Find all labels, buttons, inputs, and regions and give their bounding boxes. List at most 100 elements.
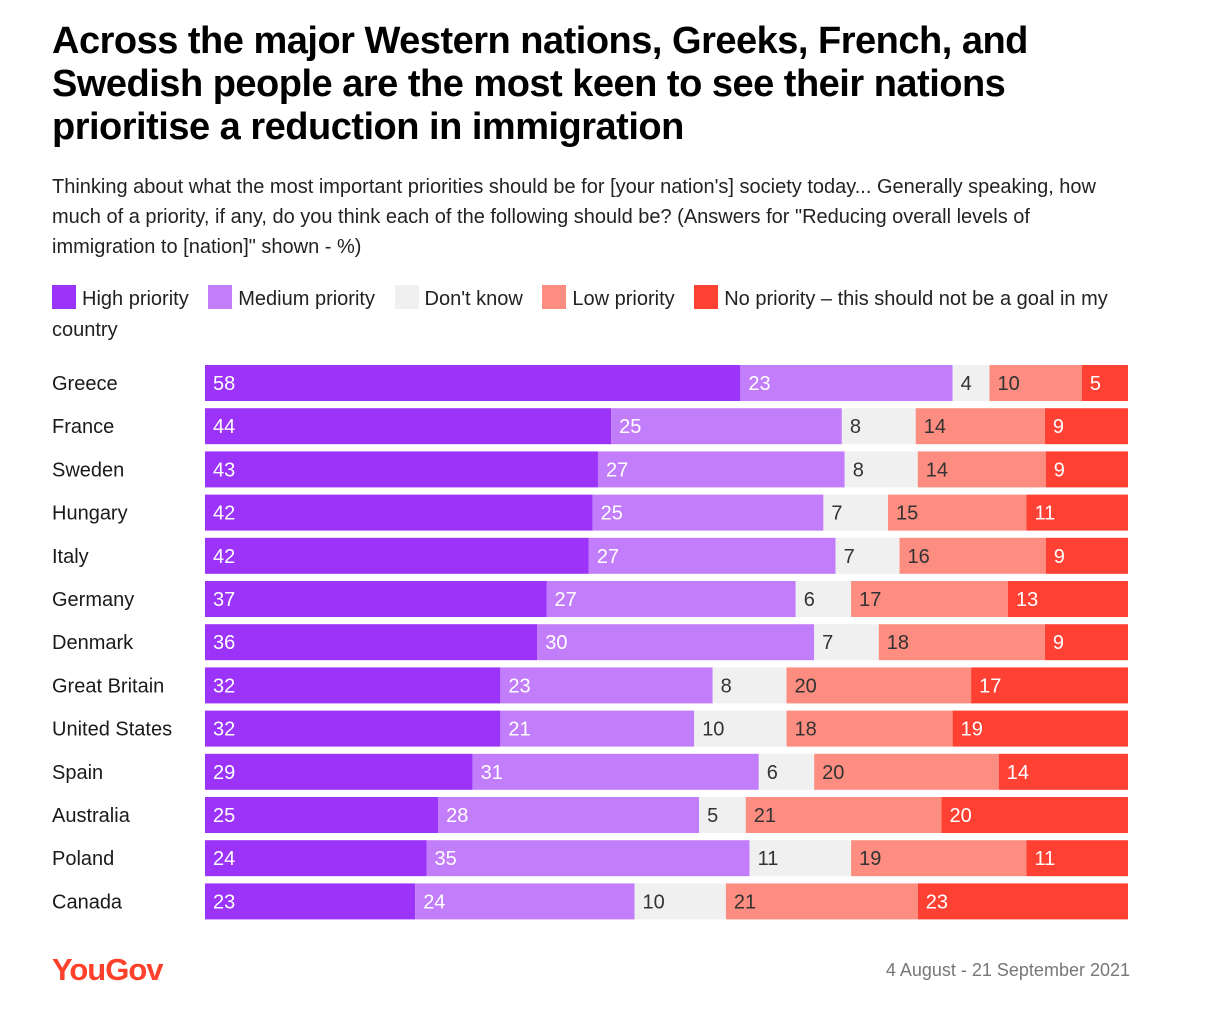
data-label-low: 14	[924, 416, 946, 438]
data-label-medium: 27	[597, 546, 619, 568]
data-label-dontknow: 4	[961, 373, 972, 395]
bar-segment-low	[888, 494, 1027, 531]
legend-swatch-dont-know	[394, 285, 419, 309]
data-label-dontknow: 7	[822, 632, 833, 654]
bar-segment-none	[1026, 494, 1128, 531]
bar-segment-dontknow	[844, 451, 918, 488]
bar-row-hungary: Hungary 42 25 7 15 11	[52, 494, 1128, 531]
data-label-medium: 23	[508, 675, 530, 697]
bar-segment-high	[205, 537, 589, 574]
bar-row-canada: Canada 23 24 10 21 23	[52, 883, 1128, 920]
data-label-medium: 30	[545, 632, 567, 654]
data-label-high: 25	[213, 805, 235, 827]
bar-row-greece: Greece 58 23 4 10 5	[52, 365, 1128, 401]
data-label-dontknow: 11	[758, 848, 779, 870]
legend-swatch-high	[52, 285, 76, 309]
bar-segment-medium	[426, 840, 750, 877]
bar-segment-none	[941, 797, 1128, 833]
yougov-logo: YouGov	[52, 952, 164, 987]
data-label-dontknow: 6	[767, 762, 778, 784]
bar-segment-high	[205, 408, 612, 445]
data-label-low: 20	[794, 675, 816, 697]
bar-segment-low	[745, 797, 942, 833]
data-label-high: 29	[213, 762, 235, 784]
data-label-low: 18	[794, 719, 816, 741]
bar-segment-none	[1008, 581, 1128, 617]
chart-title: Across the major Western nations, Greeks…	[52, 20, 1028, 148]
data-label-none: 19	[961, 719, 983, 741]
bar-segment-none	[998, 753, 1128, 790]
data-label-medium: 25	[601, 503, 623, 525]
bar-segment-dontknow	[694, 710, 787, 747]
bar-segment-high	[205, 624, 538, 661]
data-label-low: 15	[896, 503, 918, 525]
bar-segment-high	[205, 451, 598, 488]
data-label-high: 58	[213, 373, 235, 395]
data-label-low: 19	[859, 848, 881, 870]
data-label-dontknow: 8	[850, 416, 861, 438]
data-label-none: 9	[1054, 546, 1065, 568]
data-label-none: 11	[1034, 503, 1055, 525]
bar-segment-high	[205, 753, 473, 790]
data-label-low: 20	[822, 762, 844, 784]
category-label: Denmark	[52, 632, 134, 654]
bar-segment-dontknow	[749, 840, 852, 877]
bar-segment-low	[915, 408, 1045, 445]
data-label-high: 23	[213, 891, 235, 913]
data-label-low: 14	[926, 459, 948, 481]
category-label: Canada	[52, 891, 123, 913]
bar-segment-high	[205, 840, 427, 877]
bar-segment-dontknow	[712, 667, 787, 704]
data-label-low: 21	[754, 805, 776, 827]
legend-item-no-priority: No priority – this should not be a goal …	[52, 285, 1108, 341]
category-label: Italy	[52, 546, 89, 568]
category-label: United States	[52, 719, 172, 741]
bar-segment-low	[899, 537, 1046, 574]
bar-segment-none	[1045, 537, 1128, 574]
data-label-medium: 27	[555, 589, 577, 611]
data-label-none: 5	[1090, 373, 1101, 395]
category-label: Great Britain	[52, 675, 164, 697]
bar-segment-low	[851, 840, 1027, 877]
data-label-high: 42	[213, 546, 235, 568]
data-label-none: 20	[950, 805, 972, 827]
bar-segment-medium	[740, 365, 953, 401]
data-label-none: 11	[1034, 848, 1055, 870]
bar-segment-medium	[546, 581, 796, 617]
bar-segment-dontknow	[699, 797, 746, 833]
category-label: Australia	[52, 805, 131, 827]
bar-row-united-states: United States 32 21 10 18 19	[52, 710, 1128, 747]
bar-segment-none	[952, 710, 1128, 747]
bar-segment-low	[725, 883, 918, 920]
bar-row-france: France 44 25 8 14 9	[52, 408, 1128, 445]
data-label-none: 17	[979, 675, 1001, 697]
bar-segment-high	[205, 883, 416, 920]
bar-segment-low	[917, 451, 1046, 488]
fieldwork-date: 4 August - 21 September 2021	[885, 960, 1130, 980]
data-label-medium: 31	[481, 762, 503, 784]
category-label: Poland	[52, 848, 114, 870]
bar-segment-low	[989, 365, 1082, 401]
legend-label-high: High priority	[82, 288, 189, 310]
bar-segment-none	[1044, 624, 1128, 661]
bar-row-spain: Spain 29 31 6 20 14	[52, 753, 1128, 790]
bar-segment-high	[205, 797, 439, 833]
legend-item-medium-priority: Medium priority	[208, 285, 375, 310]
data-label-dontknow: 8	[721, 675, 732, 697]
data-label-medium: 28	[446, 805, 468, 827]
data-label-medium: 25	[619, 416, 641, 438]
bar-segment-dontknow	[823, 494, 889, 531]
bar-segment-low	[878, 624, 1045, 661]
category-label: Sweden	[52, 459, 124, 481]
data-label-dontknow: 5	[707, 805, 718, 827]
bar-segment-low	[786, 710, 953, 747]
bar-segment-dontknow	[835, 537, 900, 574]
bar-segment-dontknow	[795, 581, 852, 617]
data-label-low: 21	[734, 891, 756, 913]
data-label-none: 14	[1007, 762, 1029, 784]
legend-swatch-none	[694, 285, 719, 309]
bar-segment-medium	[500, 667, 713, 704]
data-label-dontknow: 7	[844, 546, 855, 568]
bar-segment-high	[205, 365, 741, 401]
data-label-medium: 27	[606, 459, 628, 481]
